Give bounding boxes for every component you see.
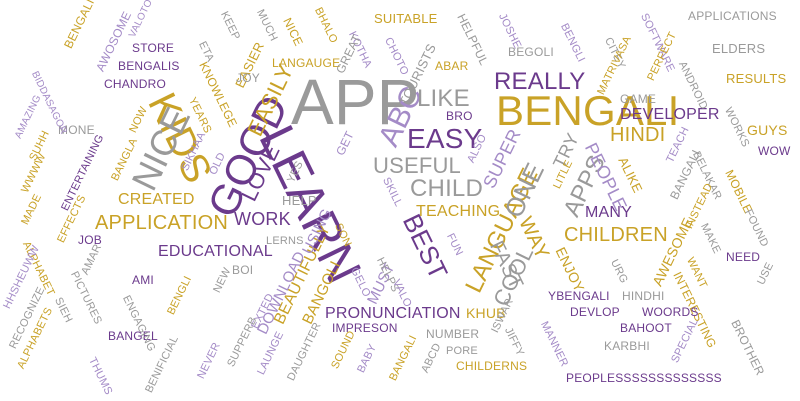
word-supperb: SUPPERB: [225, 315, 260, 369]
word-need: NEED: [726, 250, 761, 264]
word-amar: AMAR: [79, 242, 105, 277]
word-keep: KEEP: [218, 9, 243, 42]
word-karbhi: KARBHI: [604, 339, 650, 353]
word-launge: LAUNGE: [255, 329, 287, 377]
word-child: CHILD: [410, 175, 484, 202]
word-bangali-small: BANGALI: [387, 333, 420, 383]
word-wwww: WWWW: [19, 151, 49, 195]
word-boi: BOI: [232, 263, 254, 277]
word-bengli: BENGLI: [558, 21, 588, 65]
word-number: NUMBER: [426, 327, 480, 341]
word-really: REALLY: [494, 68, 586, 95]
word-help: HELP: [282, 193, 317, 208]
word-application: APPLICATION: [95, 212, 228, 234]
word-elders: ELDERS: [712, 41, 766, 56]
word-khub: KHUB: [466, 305, 506, 321]
word-game: GAME: [620, 92, 657, 106]
word-make: MAKE: [698, 221, 723, 256]
word-best: BEST: [396, 209, 454, 285]
word-jiffy: JIFFY: [502, 325, 527, 359]
word-valoto: VALOTO: [127, 0, 155, 40]
word-bengalis: BENGALIS: [118, 59, 180, 73]
word-many: MANY: [585, 204, 633, 221]
word-guys: GUYS: [747, 122, 788, 138]
word-suitable: SUITABLE: [374, 11, 438, 26]
word-enjoy: ENJOY: [552, 244, 588, 295]
word-teaching: TEACHING: [416, 203, 501, 220]
word-bengali-small: BENGALI: [61, 0, 98, 51]
word-wow: WOW: [758, 144, 791, 158]
word-daughter: DAUGHTER: [285, 320, 324, 383]
word-childerns: CHILDERNS: [456, 359, 528, 373]
word-educational: EDUCATIONAL: [158, 243, 273, 260]
word-much: MUCH: [254, 7, 280, 44]
word-android: ANDROID: [676, 59, 710, 112]
word-nice-small: NICE: [280, 15, 306, 49]
word-like: LIKE: [417, 85, 470, 112]
word-bhalo: BHALO: [312, 5, 340, 46]
word-pronunciation: PRONUNCIATION: [325, 305, 461, 322]
word-langauge: LANGAUGE: [272, 56, 341, 70]
word-hindhi: HINDHI: [622, 289, 665, 303]
word-gelo: GELO: [348, 265, 373, 300]
word-skill: SKILL: [380, 175, 405, 209]
word-easy: EASY: [407, 123, 483, 154]
word-mone: MONE: [58, 123, 95, 137]
word-never: NEVER: [195, 340, 223, 381]
word-peoplesss: PEOPLESSSSSSSSSSSSS: [566, 371, 722, 385]
word-made: MADE: [19, 192, 45, 227]
word-joy: JOY: [236, 71, 260, 85]
word-special: SPECIAL: [669, 316, 701, 365]
word-new: NEW: [211, 265, 234, 295]
word-thums: THUMS: [86, 355, 115, 397]
word-urg: URG: [608, 257, 630, 286]
word-abcd: ABCD: [419, 341, 444, 375]
word-bahoot: BAHOOT: [620, 321, 672, 335]
word-job: JOB: [78, 233, 102, 247]
word-store: STORE: [132, 41, 175, 55]
word-devlop: DEVLOP: [570, 305, 620, 319]
word-abar: ABAR: [435, 59, 469, 73]
word-instead: INSTEAD: [683, 181, 716, 231]
word-fun: FUN: [444, 231, 466, 258]
word-created: CREATED: [118, 191, 195, 208]
word-bangel: BANGEL: [108, 329, 158, 343]
word-woords: WOORDS: [642, 305, 699, 319]
word-brother: BROTHER: [728, 317, 768, 378]
word-developer: DEVELOPER: [620, 106, 720, 123]
word-children: CHILDREN: [564, 224, 668, 246]
word-useful: USEFUL: [373, 153, 461, 178]
word-engaging: ENGAGING: [120, 293, 158, 354]
word-results: RESULTS: [726, 71, 787, 86]
word-work: WORK: [234, 209, 291, 229]
word-chandro: CHANDRO: [104, 77, 167, 91]
word-manner: MANNER: [538, 319, 571, 369]
word-sound: SOUND: [329, 328, 358, 371]
word-app: APP: [291, 66, 420, 138]
word-applications: APPLICATIONS: [688, 9, 777, 23]
word-pore: PORE: [446, 345, 478, 357]
word-lerns: LERNS: [266, 235, 304, 247]
word-hindi: HINDI: [610, 124, 666, 146]
word-use: USE: [755, 260, 777, 287]
word-ami: AMI: [132, 273, 154, 287]
word-ybengali: YBENGALI: [548, 289, 610, 303]
word-bengali: BENGALI: [496, 87, 680, 134]
word-baby: BABY: [355, 342, 380, 375]
word-impreson: IMPRESON: [332, 321, 398, 335]
word-bengli-small: BENGLI: [165, 274, 195, 317]
word-found: FOUND: [742, 207, 771, 249]
word-bro: BRO: [446, 109, 473, 123]
word-begoli: BEGOLI: [508, 45, 554, 59]
